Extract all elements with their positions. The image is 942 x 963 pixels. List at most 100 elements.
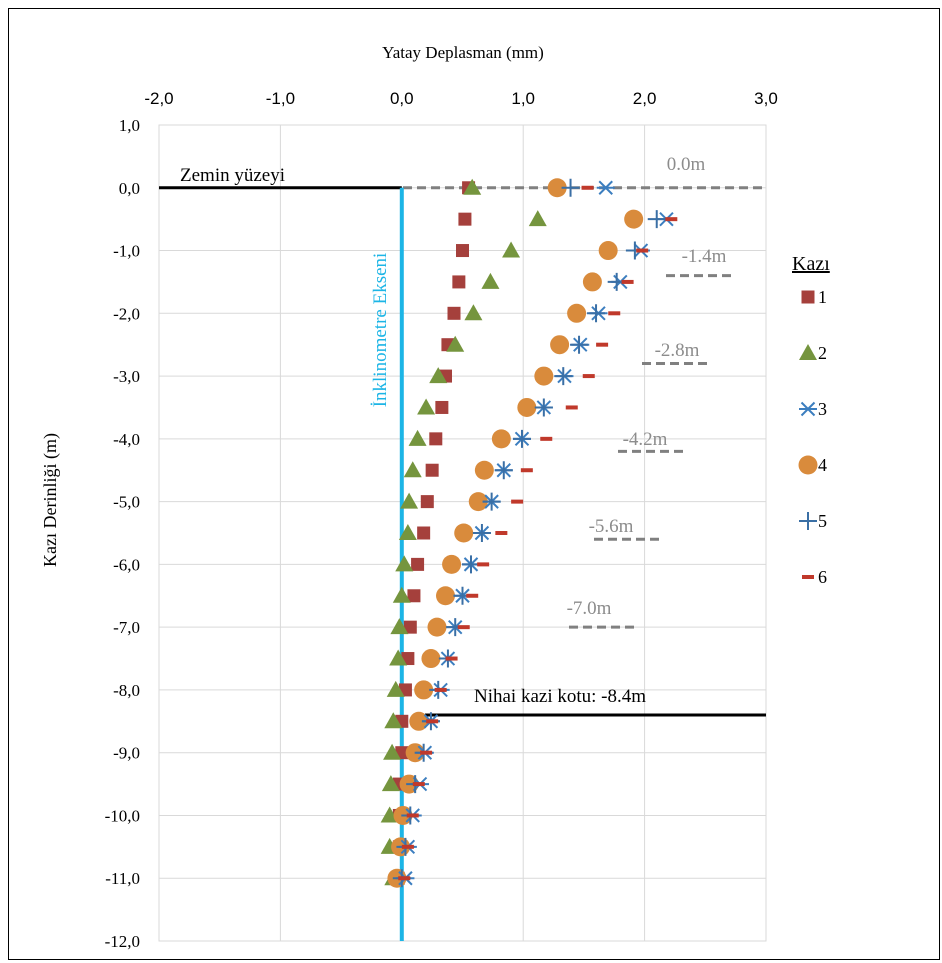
- data-point-circle: [517, 397, 537, 417]
- data-point-triangle: [392, 586, 411, 603]
- data-point-circle: [598, 241, 618, 261]
- y-tick-label: -10,0: [105, 806, 140, 825]
- x-tick-label: -2,0: [144, 89, 173, 108]
- data-point-circle: [427, 617, 447, 637]
- data-point-dash: [406, 813, 419, 818]
- x-tick-label: 3,0: [754, 89, 778, 108]
- data-point-square: [435, 400, 449, 414]
- data-point-triangle: [403, 461, 422, 478]
- data-point-dash: [581, 185, 594, 190]
- data-point-plus: [647, 210, 666, 229]
- data-point-dash: [457, 625, 470, 630]
- data-point-square: [411, 557, 425, 571]
- data-point-square: [403, 620, 417, 634]
- plot-area-border: [158, 124, 767, 942]
- legend-label: 1: [818, 287, 827, 307]
- data-point-circle: [547, 178, 567, 198]
- stage-label: -1.4m: [682, 246, 727, 267]
- data-point-circle: [454, 523, 474, 543]
- data-point-circle: [798, 455, 818, 475]
- data-point-triangle: [799, 344, 817, 360]
- y-tick-label: 0,0: [119, 179, 140, 198]
- data-point-square: [420, 495, 434, 509]
- data-point-triangle: [429, 367, 448, 384]
- data-point-dash: [802, 575, 814, 579]
- data-point-square: [458, 212, 472, 226]
- inclinometer-axis-label: İnklinometre Ekseni: [370, 253, 391, 408]
- data-point-plus: [799, 512, 817, 530]
- data-point-square: [429, 432, 443, 446]
- data-point-triangle: [390, 618, 409, 635]
- data-point-triangle: [463, 178, 482, 195]
- data-point-circle: [442, 554, 462, 574]
- data-point-square: [407, 589, 421, 603]
- data-point-dash: [466, 593, 479, 598]
- legend-label: 4: [818, 455, 827, 475]
- grid-lines: [158, 124, 767, 942]
- stage-label: -7.0m: [567, 598, 612, 619]
- y-tick-label: -4,0: [113, 430, 140, 449]
- y-tick-label: -1,0: [113, 242, 140, 261]
- data-point-triangle: [464, 304, 483, 321]
- data-point-plus: [561, 178, 580, 197]
- data-point-plus: [570, 335, 589, 354]
- data-point-triangle: [502, 241, 521, 258]
- data-point-dash: [596, 342, 609, 347]
- data-point-triangle: [417, 398, 436, 415]
- legend-title: Kazı: [792, 253, 830, 275]
- data-point-triangle: [400, 492, 419, 509]
- data-point-triangle: [408, 429, 427, 446]
- data-point-dash: [398, 876, 411, 881]
- data-point-asterisk: [799, 401, 817, 417]
- data-point-plus: [472, 524, 491, 542]
- data-point-square: [425, 463, 439, 477]
- legend-label: 6: [818, 567, 827, 587]
- data-point-plus: [512, 429, 531, 448]
- data-point-plus: [482, 492, 501, 511]
- data-point-plus: [587, 304, 606, 323]
- y-tick-label: -8,0: [113, 681, 140, 700]
- data-point-circle: [474, 460, 494, 480]
- data-point-dash: [434, 687, 447, 692]
- data-point-dash: [477, 562, 490, 567]
- data-point-dash: [540, 436, 553, 441]
- data-point-dash: [636, 248, 649, 253]
- axes: -2,0 -1,0 0,0 1,0 2,0 3,0 1,0 0,0 -1,0 -2,0 -3,0 -4…: [105, 89, 778, 951]
- data-point-square: [417, 526, 431, 540]
- data-point-circle: [436, 586, 456, 606]
- data-point-circle: [550, 335, 570, 355]
- data-point-plus: [494, 461, 513, 480]
- data-point-circle: [409, 711, 429, 731]
- y-tick-label: -5,0: [113, 493, 140, 512]
- data-point-dash: [445, 656, 458, 661]
- data-point-dash: [420, 750, 433, 755]
- x-tick-label: 1,0: [511, 89, 535, 108]
- x-tick-label: -1,0: [266, 89, 295, 108]
- data-point-triangle: [383, 743, 402, 760]
- data-point-dash: [608, 311, 621, 316]
- y-tick-label: -9,0: [113, 744, 140, 763]
- data-point-plus: [554, 367, 573, 386]
- final-level-label: Nihai kazi kotu: -8.4m: [474, 686, 646, 707]
- guide-lines: 0.0m -1.4m -2.8m -4.2m -5.6m -7.0m Zemin yüzey…: [159, 154, 766, 941]
- data-point-circle: [468, 492, 488, 512]
- data-point-dash: [621, 279, 634, 284]
- y-tick-label: -2,0: [113, 304, 140, 323]
- stage-label: 0.0m: [667, 154, 706, 175]
- legend: Kazı 1 2 3 4 5 6: [792, 253, 830, 587]
- legend-label: 5: [818, 511, 827, 531]
- data-point-dash: [426, 719, 439, 724]
- legend-label: 3: [818, 399, 827, 419]
- y-tick-label: -6,0: [113, 555, 140, 574]
- data-marks: [380, 178, 678, 888]
- data-point-dash: [582, 374, 595, 379]
- data-point-triangle: [384, 712, 403, 729]
- data-point-circle: [414, 680, 434, 700]
- data-point-triangle: [398, 524, 417, 540]
- data-point-dash: [665, 217, 678, 222]
- surface-label: Zemin yüzeyi: [180, 165, 285, 186]
- data-point-triangle: [528, 210, 547, 227]
- data-point-circle: [567, 303, 587, 323]
- data-point-circle: [534, 366, 554, 386]
